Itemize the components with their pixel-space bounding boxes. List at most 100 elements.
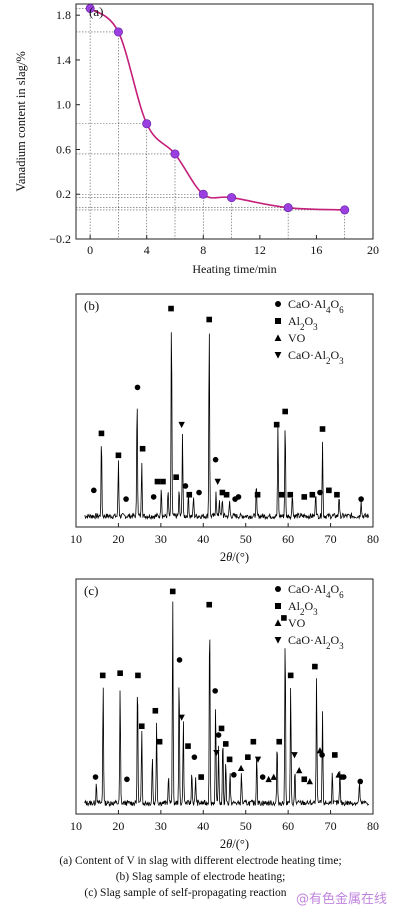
legend-label: Al2O3 — [288, 599, 318, 617]
peak-marker — [278, 491, 285, 498]
peak-marker — [214, 478, 221, 485]
peak-marker — [334, 491, 340, 498]
y-tick-label: −0.2 — [49, 232, 71, 246]
panel-b-frame — [75, 293, 374, 528]
y-axis-label: Vanadium content in slag/% — [14, 51, 28, 192]
data-point — [198, 189, 208, 199]
peak-marker — [198, 774, 204, 780]
peak-marker — [319, 426, 326, 432]
peak-marker — [223, 491, 230, 498]
data-point — [283, 203, 293, 213]
x-tick-label: 8 — [200, 243, 206, 257]
x-tick-label: 40 — [197, 819, 209, 833]
peak-marker — [156, 738, 163, 745]
peak-marker — [219, 489, 226, 496]
x-tick-label: 20 — [112, 819, 124, 833]
x-tick-label: 80 — [367, 819, 379, 833]
legend-label: VO — [288, 331, 306, 345]
peak-marker — [295, 767, 303, 774]
peak-marker — [231, 772, 237, 778]
peak-marker — [98, 430, 105, 437]
legend-marker — [275, 603, 281, 609]
data-point — [170, 149, 180, 159]
peak-marker — [319, 752, 325, 758]
peak-marker — [254, 491, 261, 498]
peak-marker — [291, 752, 298, 759]
peak-marker — [287, 491, 294, 498]
data-point — [227, 193, 237, 203]
legend-label: CaO·Al2O3 — [288, 348, 344, 366]
legend-marker — [274, 334, 282, 341]
x-axis-label: Heating time/min — [192, 262, 276, 276]
peak-marker — [259, 774, 266, 780]
peak-marker — [138, 723, 145, 730]
x-tick-label: 40 — [197, 532, 209, 546]
data-point — [113, 27, 123, 37]
peak-marker — [115, 452, 122, 459]
xrd-pattern-c — [84, 601, 370, 808]
x-tick-label: 50 — [240, 532, 252, 546]
peak-marker — [281, 615, 287, 621]
peak-marker — [182, 483, 189, 489]
peak-marker — [191, 754, 198, 760]
x-tick-label: 12 — [254, 243, 266, 257]
peak-marker — [282, 408, 288, 415]
peak-marker — [222, 741, 229, 747]
legend-marker — [275, 586, 281, 592]
x-tick-label: 4 — [144, 243, 150, 257]
x-tick-label: 20 — [367, 243, 379, 257]
peak-marker — [254, 756, 262, 763]
peak-marker — [185, 743, 191, 749]
legend-marker — [274, 619, 282, 626]
peak-marker — [332, 752, 338, 758]
watermark: @有色金属在线 — [295, 892, 387, 907]
peak-marker — [135, 672, 141, 679]
peak-marker — [326, 487, 332, 494]
panel-label-b: (b) — [84, 298, 99, 313]
legend-label: VO — [288, 616, 306, 630]
x-axis-label-b: 2θ/(°) — [220, 550, 249, 564]
peak-marker — [150, 494, 157, 500]
legend-marker — [275, 318, 281, 324]
peak-marker — [340, 774, 347, 780]
data-point — [142, 119, 152, 129]
peak-marker — [301, 494, 308, 500]
legend-label: CaO·Al4O6 — [288, 582, 344, 600]
peak-marker — [287, 672, 294, 679]
peak-marker — [358, 496, 364, 502]
peak-marker — [237, 764, 245, 772]
panel-c-frame — [75, 578, 374, 815]
series-line-vanadium — [89, 7, 345, 211]
data-point — [85, 3, 95, 13]
peak-marker — [250, 738, 257, 745]
peak-marker — [117, 670, 123, 676]
peak-marker — [92, 774, 99, 780]
y-tick-label: 0.6 — [56, 142, 71, 156]
peak-marker — [357, 778, 364, 785]
data-point — [340, 205, 350, 215]
peak-marker — [317, 489, 323, 496]
x-tick-label: 30 — [155, 819, 167, 833]
legend-label: CaO·Al4O6 — [288, 297, 344, 315]
y-tick-label: 1.4 — [56, 53, 71, 67]
peak-marker — [91, 487, 97, 494]
x-tick-label: 10 — [70, 819, 82, 833]
peak-marker — [152, 707, 159, 714]
peak-marker — [270, 773, 277, 780]
peak-marker — [178, 714, 185, 721]
x-tick-label: 30 — [155, 532, 167, 546]
y-tick-label: 1.8 — [56, 8, 71, 22]
peak-marker — [134, 384, 141, 391]
peak-marker — [306, 778, 313, 785]
legend-label: CaO·Al2O3 — [288, 633, 344, 651]
x-tick-label: 10 — [70, 532, 82, 546]
panel-label-a: (a) — [89, 4, 103, 19]
panel-a-frame — [75, 3, 374, 240]
peak-marker — [265, 775, 272, 783]
peak-marker — [154, 478, 161, 485]
peak-marker — [196, 489, 202, 496]
legend-marker — [274, 637, 282, 644]
x-tick-label: 60 — [282, 532, 294, 546]
peak-marker — [245, 754, 251, 760]
